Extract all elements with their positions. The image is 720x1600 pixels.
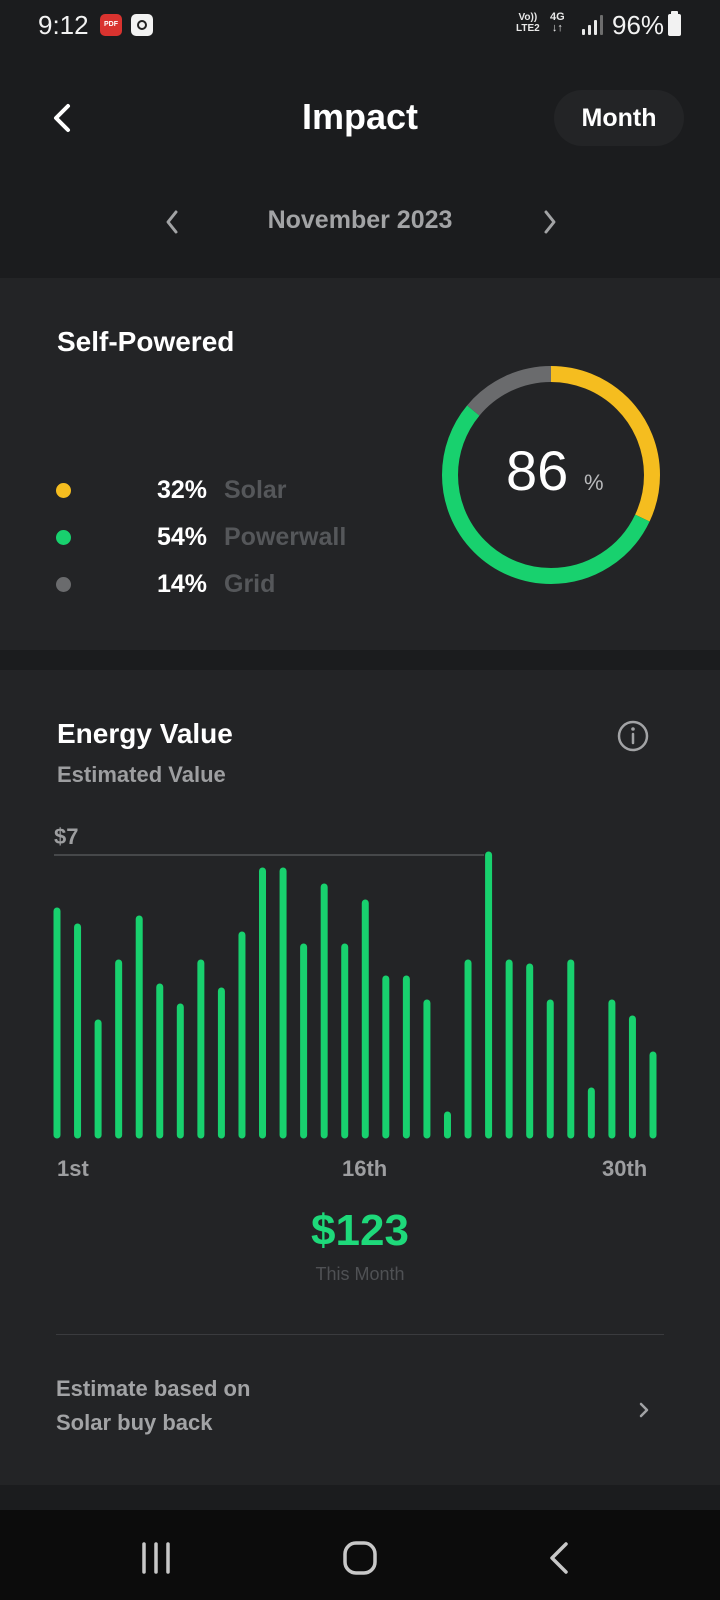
status-time: 9:12 xyxy=(38,10,89,40)
grid-percent: 14% xyxy=(156,570,207,598)
x-tick-label-mid: 16th xyxy=(342,1156,388,1181)
self-powered-value: 86 xyxy=(506,439,569,502)
donut-segment-grid xyxy=(442,366,660,584)
energy-value-card xyxy=(0,670,720,1485)
powerwall-label: Powerwall xyxy=(224,523,347,551)
back-icon xyxy=(550,1542,568,1574)
status-bar: 9:12 PDF Vo)) LTE2 4G ↓↑ 96% xyxy=(0,0,720,52)
estimate-basis-line1: Estimate based on xyxy=(56,1376,251,1401)
home-icon xyxy=(343,1541,377,1575)
donut-segment-powerwall xyxy=(442,366,660,584)
battery-icon xyxy=(668,11,681,36)
lte-label: LTE2 xyxy=(516,23,540,34)
home-button[interactable] xyxy=(340,1538,380,1578)
solar-label: Solar xyxy=(224,476,287,504)
grid-dot-icon xyxy=(56,577,71,592)
energy-value-total: $123 xyxy=(311,1206,409,1255)
powerwall-dot-icon xyxy=(56,530,71,545)
energy-value-subtitle: Estimated Value xyxy=(57,762,226,787)
solar-dot-icon xyxy=(56,483,71,498)
pdf-app-icon: PDF xyxy=(100,14,122,36)
battery-percent: 96% xyxy=(612,10,665,40)
info-icon xyxy=(617,720,649,752)
grid-label: Grid xyxy=(224,570,276,598)
divider xyxy=(56,1334,664,1335)
self-powered-card xyxy=(0,278,720,650)
x-tick-label-last: 30th xyxy=(602,1156,648,1181)
mobile-data-indicator: 4G ↓↑ xyxy=(550,12,565,34)
clock-app-icon xyxy=(131,14,153,36)
current-month-label: November 2023 xyxy=(267,206,453,234)
x-tick-label-first: 1st xyxy=(57,1156,89,1181)
mobile-data-label: 4G xyxy=(550,11,565,23)
energy-value-title: Energy Value xyxy=(57,718,233,749)
chart-y-max-label: $7 xyxy=(54,824,79,849)
energy-value-total-label: This Month xyxy=(315,1264,405,1284)
signal-icon xyxy=(582,15,604,35)
recents-button[interactable] xyxy=(138,1540,178,1576)
data-arrows-icon: ↓↑ xyxy=(551,22,563,34)
volte-indicator: Vo)) LTE2 xyxy=(516,12,540,34)
chevron-right-icon xyxy=(544,210,556,234)
volte-label: Vo)) xyxy=(518,12,538,23)
solar-percent: 32% xyxy=(156,476,207,504)
powerwall-percent: 54% xyxy=(156,523,207,551)
estimate-basis-row[interactable]: Estimate based on Solar buy back xyxy=(56,1370,666,1450)
self-powered-donut xyxy=(442,366,660,584)
info-button[interactable] xyxy=(616,719,650,753)
chevron-left-icon xyxy=(54,104,70,132)
chevron-left-icon xyxy=(166,210,178,234)
back-button[interactable] xyxy=(44,98,84,138)
self-powered-unit: % xyxy=(584,470,604,495)
system-navigation-bar xyxy=(0,1510,720,1600)
period-select-button[interactable]: Month xyxy=(554,90,684,146)
previous-month-button[interactable] xyxy=(158,204,188,240)
next-month-button[interactable] xyxy=(534,204,564,240)
chevron-right-icon xyxy=(639,1402,649,1418)
recents-icon xyxy=(142,1542,170,1574)
system-back-button[interactable] xyxy=(540,1538,580,1578)
self-powered-title: Self-Powered xyxy=(57,326,235,357)
estimate-basis-line2: Solar buy back xyxy=(56,1410,213,1435)
